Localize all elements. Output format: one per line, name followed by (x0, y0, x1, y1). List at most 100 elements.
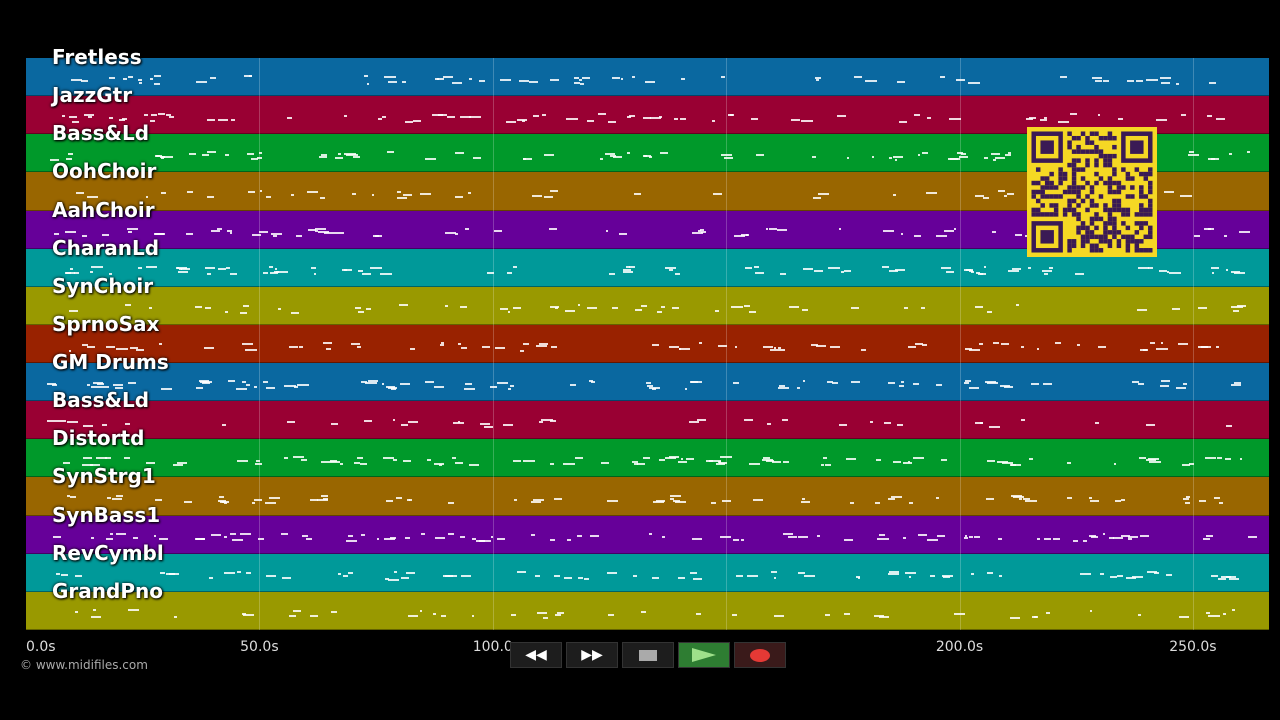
note-mark (1143, 349, 1148, 352)
note-mark (752, 499, 763, 502)
note-mark (385, 499, 393, 502)
note-mark (763, 345, 774, 348)
note-mark (1230, 384, 1241, 387)
note-mark (365, 382, 378, 385)
note-mark (255, 460, 260, 463)
stop-button[interactable] (622, 642, 674, 668)
note-mark (672, 306, 680, 309)
note-mark (531, 534, 535, 537)
note-mark (270, 272, 278, 275)
note-mark (926, 191, 938, 194)
note-mark (893, 193, 897, 196)
note-mark (383, 538, 396, 541)
play-button[interactable] (678, 642, 730, 668)
track-lane[interactable] (26, 591, 1269, 630)
track-lane[interactable] (26, 324, 1269, 364)
note-mark (798, 571, 806, 574)
track-lane[interactable] (26, 477, 1269, 516)
note-mark (409, 347, 416, 350)
note-mark (231, 118, 236, 121)
note-mark (66, 420, 79, 423)
note-mark (419, 192, 431, 195)
note-mark (111, 498, 122, 501)
note-mark (1012, 268, 1021, 271)
note-mark (288, 345, 299, 348)
note-mark (108, 77, 116, 80)
note-mark (457, 343, 462, 346)
note-mark (941, 458, 947, 461)
note-mark (543, 195, 554, 198)
note-mark (755, 271, 765, 274)
note-mark (1127, 80, 1135, 83)
note-mark (262, 272, 268, 275)
track-label: SprnoSax (52, 311, 160, 336)
note-mark (236, 460, 249, 463)
note-mark (334, 157, 344, 160)
note-mark (469, 115, 481, 118)
note-mark (1004, 153, 1011, 156)
note-mark (106, 496, 111, 499)
note-mark (441, 113, 448, 116)
track-lane[interactable] (26, 363, 1269, 402)
note-mark (479, 422, 490, 425)
note-mark (86, 384, 90, 387)
note-mark (1159, 385, 1170, 388)
note-mark (1216, 456, 1222, 459)
note-mark (782, 418, 789, 421)
note-mark (896, 423, 903, 426)
note-mark (288, 615, 297, 618)
note-mark (539, 421, 544, 424)
note-mark (771, 460, 781, 463)
note-mark (155, 233, 165, 236)
note-mark (251, 233, 262, 236)
track-lane[interactable] (26, 515, 1269, 554)
note-mark (319, 196, 326, 199)
note-mark (1209, 82, 1216, 85)
note-mark (130, 347, 138, 350)
note-mark (455, 196, 463, 199)
record-button[interactable] (734, 642, 786, 668)
stop-icon (639, 649, 657, 661)
track-lane[interactable] (26, 553, 1269, 592)
note-mark (728, 114, 735, 117)
note-mark (820, 464, 825, 467)
note-mark (802, 380, 805, 383)
rewind-button[interactable]: ◀◀ (510, 642, 562, 668)
note-mark (1028, 267, 1031, 270)
note-mark (788, 535, 797, 538)
note-mark (258, 151, 263, 154)
note-mark (1089, 496, 1093, 499)
track-lane[interactable] (26, 58, 1269, 97)
note-mark (1043, 383, 1052, 386)
note-mark (659, 458, 666, 461)
fast-forward-button[interactable]: ▶▶ (566, 642, 618, 668)
track-lane[interactable] (26, 286, 1269, 325)
note-mark (1113, 536, 1124, 539)
track-lane[interactable] (26, 401, 1269, 440)
note-mark (566, 118, 578, 121)
note-mark (284, 457, 288, 460)
note-mark (549, 539, 555, 542)
note-mark (855, 575, 860, 578)
note-mark (689, 572, 698, 575)
note-mark (696, 613, 701, 616)
note-mark (116, 494, 124, 497)
note-mark (992, 342, 1000, 345)
note-mark (935, 234, 948, 237)
track-label: RevCymbl (52, 540, 164, 565)
note-mark (1137, 382, 1144, 385)
note-mark (607, 121, 617, 124)
note-mark (970, 572, 975, 575)
note-mark (241, 343, 253, 346)
track-lane[interactable] (26, 439, 1269, 478)
note-mark (513, 499, 518, 502)
note-mark (1145, 458, 1157, 461)
note-mark (54, 232, 60, 235)
note-mark (490, 385, 497, 388)
note-mark (224, 154, 230, 157)
note-mark (1216, 345, 1219, 348)
note-mark (1161, 380, 1170, 383)
note-mark (400, 423, 409, 426)
note-mark (942, 576, 950, 579)
grid-line (1192, 58, 1194, 630)
